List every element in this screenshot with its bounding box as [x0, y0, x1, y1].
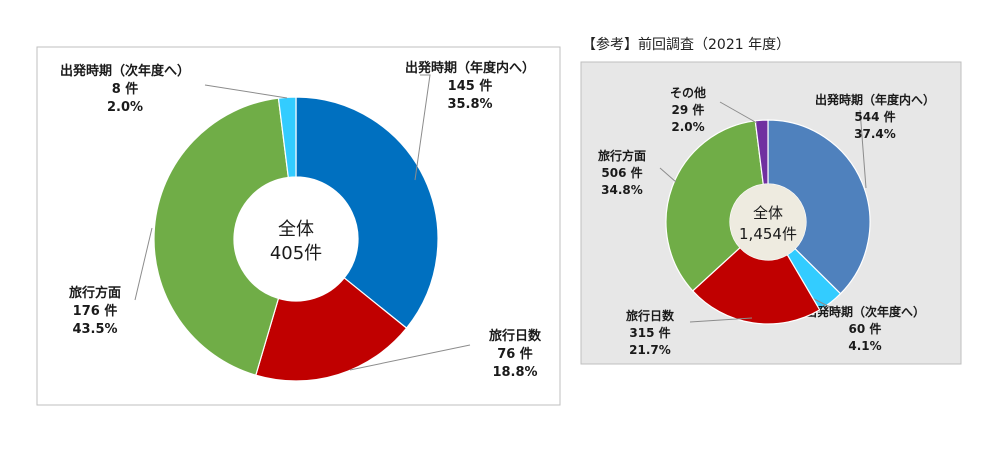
- leader-line-1-2: [689, 317, 753, 323]
- leader-line-0-3: [204, 84, 288, 99]
- slice-label-1-2-0: 旅行日数: [626, 308, 675, 323]
- slice-label-0-2-2: 43.5%: [72, 322, 117, 337]
- slice-label-0-2-0: 旅行方面: [69, 285, 121, 301]
- donut-hole-0: [234, 177, 358, 301]
- slice-label-0-0-0: 出発時期（年度内へ）: [405, 60, 535, 76]
- slice-label-0-1-0: 旅行日数: [489, 328, 542, 344]
- slice-label-1-4-1: 29 件: [672, 102, 705, 117]
- slice-label-1-3-1: 506 件: [601, 165, 642, 180]
- slice-label-0-3-2: 2.0%: [107, 100, 143, 115]
- slice-label-0-1-1: 76 件: [497, 346, 533, 362]
- slice-label-0-3-1: 8 件: [112, 81, 139, 97]
- slice-label-0-0-1: 145 件: [448, 78, 493, 94]
- slice-label-1-1-1: 60 件: [849, 321, 882, 336]
- slice-label-0-2-1: 176 件: [73, 303, 118, 319]
- slice-label-1-0-1: 544 件: [854, 109, 895, 124]
- slice-label-1-4-0: その他: [670, 85, 706, 100]
- slice-label-1-2-1: 315 件: [629, 325, 670, 340]
- slice-label-0-3-0: 出発時期（次年度へ）: [60, 63, 190, 79]
- leader-line-1-1: [811, 297, 841, 313]
- slice-label-1-3-2: 34.8%: [601, 183, 643, 197]
- slice-label-0-1-2: 18.8%: [492, 365, 537, 380]
- slice-label-1-4-2: 2.0%: [671, 120, 704, 134]
- leader-line-1-0: [859, 109, 867, 189]
- slice-label-1-3-0: 旅行方面: [598, 148, 646, 163]
- slice-label-0-0-2: 35.8%: [447, 97, 492, 112]
- leader-line-1-4: [719, 101, 758, 124]
- leader-line-1-3: [659, 167, 677, 183]
- slice-label-1-1-2: 4.1%: [848, 339, 881, 353]
- center-label-0-1: 405件: [270, 243, 322, 264]
- center-label-1-0: 全体: [753, 204, 783, 222]
- leader-line-0-2: [134, 227, 153, 301]
- center-label-1-1: 1,454件: [739, 225, 797, 243]
- slice-label-1-1-0: 出発時期（次年度へ）: [805, 304, 925, 319]
- donut-hole-1: [730, 184, 806, 260]
- reference-title: 【参考】前回調査（2021 年度）: [582, 37, 791, 53]
- leader-line-0-0: [414, 74, 431, 181]
- center-label-0-0: 全体: [278, 219, 314, 240]
- leader-line-0-1: [349, 344, 471, 371]
- slice-label-1-0-2: 37.4%: [854, 127, 896, 141]
- slice-label-1-2-2: 21.7%: [629, 343, 671, 357]
- slice-label-1-0-0: 出発時期（年度内へ）: [815, 92, 935, 107]
